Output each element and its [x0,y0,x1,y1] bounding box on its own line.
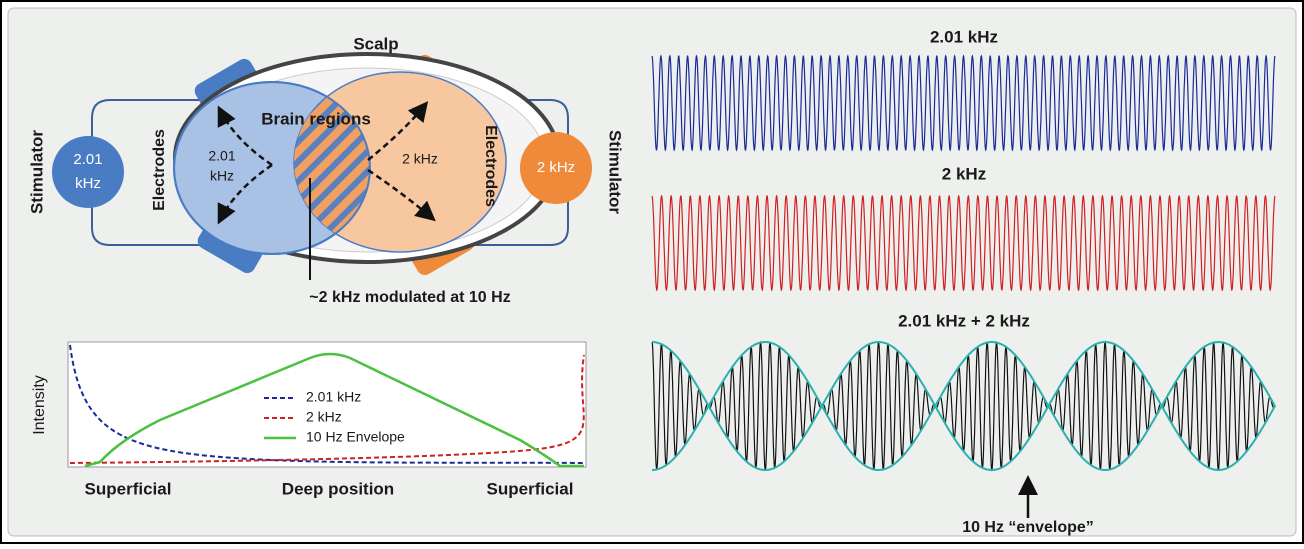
envelope [652,341,1276,471]
legend-label: 2 kHz [306,409,342,425]
label: Brain regions [261,109,371,128]
label: kHz [210,168,234,184]
label: Electrodes [482,125,499,207]
label: 2 kHz [537,159,575,176]
label: kHz [75,175,101,192]
plot-area [67,341,587,468]
region-outline [173,81,371,255]
label: 2.01 [208,148,235,164]
label: ~2 kHz modulated at 10 Hz [309,289,510,306]
stimulator-left [52,136,124,208]
axis-label: Superficial [85,479,172,498]
arrows [217,101,436,225]
wave-2 [651,194,1276,292]
stimulator-right [520,132,592,204]
label: Stimulator [606,130,625,214]
envelope [652,341,1276,471]
label: Electrodes [151,129,168,211]
axis-label: Intensity [31,375,48,435]
axis-label: Superficial [487,479,574,498]
label: 10 Hz “envelope” [962,519,1094,536]
label: 2 kHz [402,151,438,167]
curve-envelope [84,352,584,468]
label: 2.01 [73,151,102,168]
axis-label: Deep position [282,479,394,498]
wave-title: 2.01 kHz + 2 kHz [898,311,1030,330]
legend-label: 10 Hz Envelope [306,429,405,445]
curve-2 [69,354,585,464]
curve-2-01 [69,344,585,464]
wave-title: 2 kHz [942,164,986,183]
overlap [294,82,370,252]
legend-label: 2.01 kHz [306,389,361,405]
label: Stimulator [27,130,46,214]
wave-2-01 [651,54,1276,152]
wave-title: 2.01 kHz [930,27,998,46]
label: Scalp [353,34,398,53]
